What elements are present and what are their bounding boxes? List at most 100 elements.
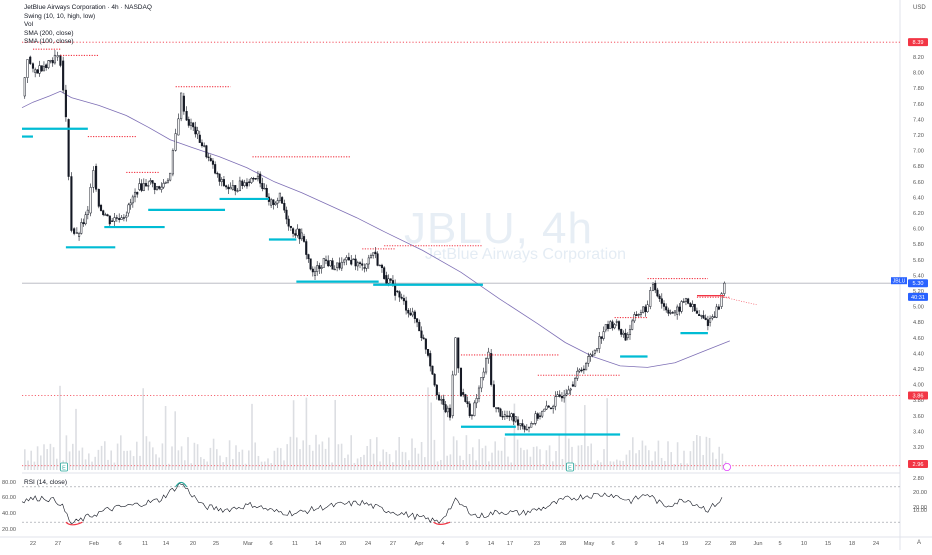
volume-bar (676, 442, 679, 470)
volume-bar (244, 463, 247, 470)
earnings-icon[interactable] (566, 462, 574, 472)
candle-body (23, 77, 26, 97)
y-tick-label: 5.00 (913, 305, 924, 311)
candle-body (391, 280, 394, 285)
y-tick-label: 4.80 (913, 320, 924, 326)
volume-bar (225, 457, 228, 470)
candle-body (166, 179, 170, 183)
candle-body (376, 253, 379, 266)
volume-bar (382, 449, 384, 470)
rsi-label[interactable]: RSI (14, close) (24, 479, 67, 486)
legend-sma-200[interactable]: SMA (200, close) (24, 29, 74, 37)
volume-bar (590, 443, 592, 470)
candle-body (354, 258, 357, 267)
volume-bar (484, 445, 487, 470)
candle-body (111, 220, 114, 222)
candle-body (45, 64, 48, 68)
candle-body (187, 119, 190, 126)
candle-body (510, 413, 513, 418)
volume-bar (388, 454, 391, 470)
candle-body (606, 324, 610, 329)
ticker-badge[interactable] (891, 277, 907, 285)
candle-body (431, 365, 434, 375)
volume-bar (148, 441, 151, 470)
price-badge (908, 292, 928, 301)
price-badge-label: 5.30 (913, 281, 924, 287)
candle-body (459, 367, 463, 397)
dividend-icon[interactable] (723, 462, 732, 471)
candle-body (578, 369, 581, 372)
volume-bar (411, 438, 413, 470)
candle-body (75, 232, 78, 234)
volume-bar (414, 447, 416, 470)
legend-swing[interactable]: Swing (10, 10, high, low) (24, 12, 96, 20)
volume-bar (596, 460, 599, 470)
candle-body (138, 183, 141, 190)
volume-bar (72, 443, 74, 470)
candle-body (292, 228, 295, 234)
auto-scale-button[interactable]: A (917, 540, 922, 546)
volume-bar (558, 435, 560, 470)
x-tick-label: 24 (365, 541, 371, 547)
volume-bar (104, 441, 106, 470)
volume-bar (334, 399, 336, 470)
candle-body (693, 303, 696, 312)
candle-body (649, 290, 652, 307)
candle-body (162, 182, 165, 188)
volume-bar (680, 463, 682, 470)
candle-body (543, 408, 546, 412)
x-tick-label: 22 (30, 541, 36, 547)
candle-body (200, 142, 204, 147)
legend-sma-100[interactable]: SMA (100, close) (24, 38, 74, 46)
candle-body (329, 260, 332, 267)
candle-body (343, 259, 346, 263)
legend-vol[interactable]: Vol (24, 21, 34, 29)
earnings-icon[interactable] (60, 462, 68, 472)
candle-body (311, 268, 314, 273)
y-tick-label: 8.20 (913, 55, 924, 61)
candle-body (281, 197, 284, 204)
volume-bar (705, 436, 708, 470)
candle-body (560, 396, 563, 399)
candle-body (565, 393, 568, 396)
candle-body (538, 415, 542, 417)
candle-body (628, 329, 632, 335)
volume-bar (168, 463, 170, 470)
candle-body (169, 172, 172, 181)
volume-bar (584, 405, 586, 470)
candle-body (283, 202, 286, 211)
x-tick-label: 18 (849, 541, 855, 547)
candle-body (164, 181, 167, 184)
candle-body (189, 122, 193, 126)
candle-body (363, 267, 366, 269)
volume-bar (683, 450, 685, 470)
candle-body (369, 255, 373, 259)
volume-bar (161, 443, 164, 470)
candle-body (702, 315, 705, 319)
volume-bar (206, 461, 208, 470)
x-tick-label: Jun (753, 541, 762, 547)
volume-bar (222, 462, 224, 470)
volume-bar (712, 452, 714, 470)
volume-bar (180, 446, 183, 470)
candle-body (658, 295, 661, 299)
price-badge (908, 460, 928, 468)
candle-body (527, 426, 531, 429)
candle-body (424, 338, 427, 350)
volume-bar (504, 437, 506, 470)
volume-bar (164, 405, 167, 470)
candle-body (519, 423, 522, 426)
candle-body (558, 394, 561, 397)
x-tick-label: May (584, 541, 595, 547)
candle-body (92, 170, 95, 188)
candle-body (243, 182, 246, 186)
candle-body (104, 214, 107, 216)
x-tick-label: 14 (488, 541, 494, 547)
y-tick-label: 6.80 (913, 164, 924, 170)
price-badge (908, 38, 928, 47)
candle-body (47, 60, 50, 68)
candle-body (669, 312, 672, 314)
volume-bar (446, 455, 448, 470)
